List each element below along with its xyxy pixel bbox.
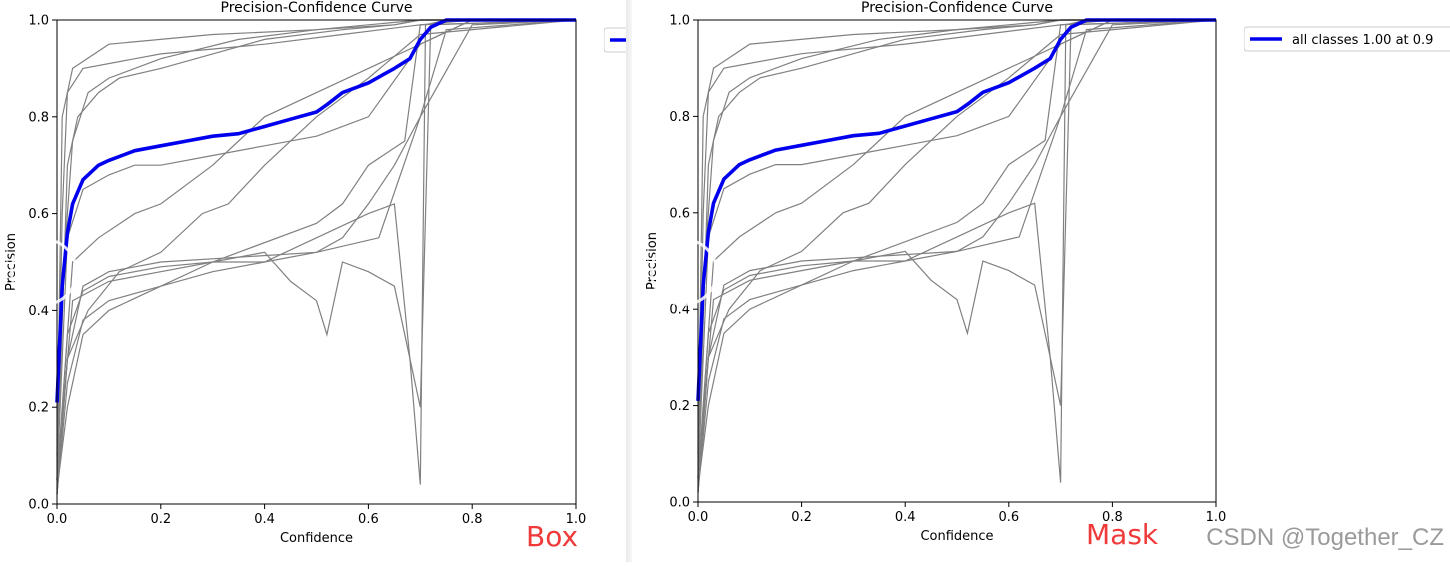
box-xtick-label-2: 0.4 — [254, 512, 275, 527]
mask-ytick-label-4: 0.8 — [669, 110, 690, 125]
mask-class-curve-7 — [697, 19, 1216, 478]
box-ytick-label-2: 0.4 — [28, 304, 49, 319]
mask-x-axis-label: Confidence — [920, 529, 993, 544]
chevron-left-icon: ‹ — [37, 252, 51, 292]
chevron-right-icon: › — [1435, 250, 1449, 290]
box-series-line-0 — [55, 18, 576, 403]
mask-class-curve-10 — [697, 19, 1216, 478]
mask-class-curve-11 — [697, 19, 1216, 493]
watermark-text: CSDN @Together_CZ — [1206, 524, 1444, 551]
mask-legend: all classes 1.00 at 0.9 — [1244, 26, 1450, 52]
mask-class-curve-5 — [697, 19, 1216, 493]
box-class-curve-1 — [56, 19, 576, 480]
box-class-curve-10 — [56, 19, 576, 480]
box-x-axis-label: Confidence — [280, 531, 353, 546]
panel-divider — [626, 0, 632, 562]
mask-ytick-label-2: 0.4 — [669, 303, 690, 318]
box-class-curve-4 — [56, 19, 577, 480]
box-xtick-label-1: 0.2 — [150, 512, 171, 527]
box-ytick-label-4: 0.8 — [28, 110, 49, 125]
box-ytick-label-1: 0.2 — [28, 401, 49, 416]
mask-class-curve-2 — [697, 19, 1217, 493]
previous-image-button-2[interactable]: ‹ — [650, 238, 718, 306]
mask-caption: Mask — [1086, 518, 1159, 551]
mask-class-curve-8 — [697, 19, 1217, 493]
mask-xtick-label-0: 0.0 — [688, 510, 709, 525]
box-class-curve-6 — [56, 19, 576, 480]
box-ytick-label-3: 0.6 — [28, 207, 49, 222]
box-ytick-label-5: 1.0 — [28, 14, 49, 29]
mask-xtick-label-5: 1.0 — [1206, 510, 1227, 525]
box-caption: Box — [526, 520, 579, 553]
box-ytick-label-0: 0.0 — [28, 498, 49, 513]
mask-ytick-label-1: 0.2 — [669, 399, 690, 414]
mask-class-curve-4 — [697, 19, 1217, 478]
mask-xtick-label-4: 0.8 — [1102, 510, 1123, 525]
mask-xtick-label-3: 0.6 — [998, 510, 1019, 525]
box-chart-title: Precision-Confidence Curve — [221, 0, 413, 16]
mask-series-line-0 — [696, 18, 1216, 401]
box-class-curve-2 — [56, 19, 577, 495]
mask-xtick-label-1: 0.2 — [791, 510, 812, 525]
mask-chart-title: Precision-Confidence Curve — [861, 0, 1053, 16]
box-class-curve-5 — [56, 19, 576, 495]
box-xtick-label-4: 0.8 — [462, 512, 483, 527]
box-xtick-label-5: 1.0 — [566, 512, 587, 527]
box-class-curve-9 — [56, 19, 577, 490]
box-xtick-label-3: 0.6 — [358, 512, 379, 527]
box-class-curve-8 — [56, 19, 577, 495]
mask-class-curve-9 — [697, 19, 1217, 488]
box-class-curve-3 — [56, 19, 577, 490]
box-class-curve-11 — [56, 19, 576, 495]
mask-ytick-label-3: 0.6 — [669, 206, 690, 221]
box-class-curve-7 — [56, 19, 576, 480]
mask-ytick-label-0: 0.0 — [669, 496, 690, 511]
mask-class-curve-3 — [697, 19, 1217, 488]
chevron-left-icon: ‹ — [677, 252, 691, 292]
previous-image-button[interactable]: ‹ — [10, 238, 78, 306]
mask-ytick-label-5: 1.0 — [669, 14, 690, 29]
mask-class-curve-6 — [697, 19, 1216, 478]
box-xtick-label-0: 0.0 — [47, 512, 68, 527]
mask-legend-label: all classes 1.00 at 0.9 — [1292, 33, 1433, 48]
mask-legend-box — [1244, 26, 1450, 52]
mask-class-curve-1 — [697, 19, 1216, 478]
mask-xtick-label-2: 0.4 — [895, 510, 916, 525]
